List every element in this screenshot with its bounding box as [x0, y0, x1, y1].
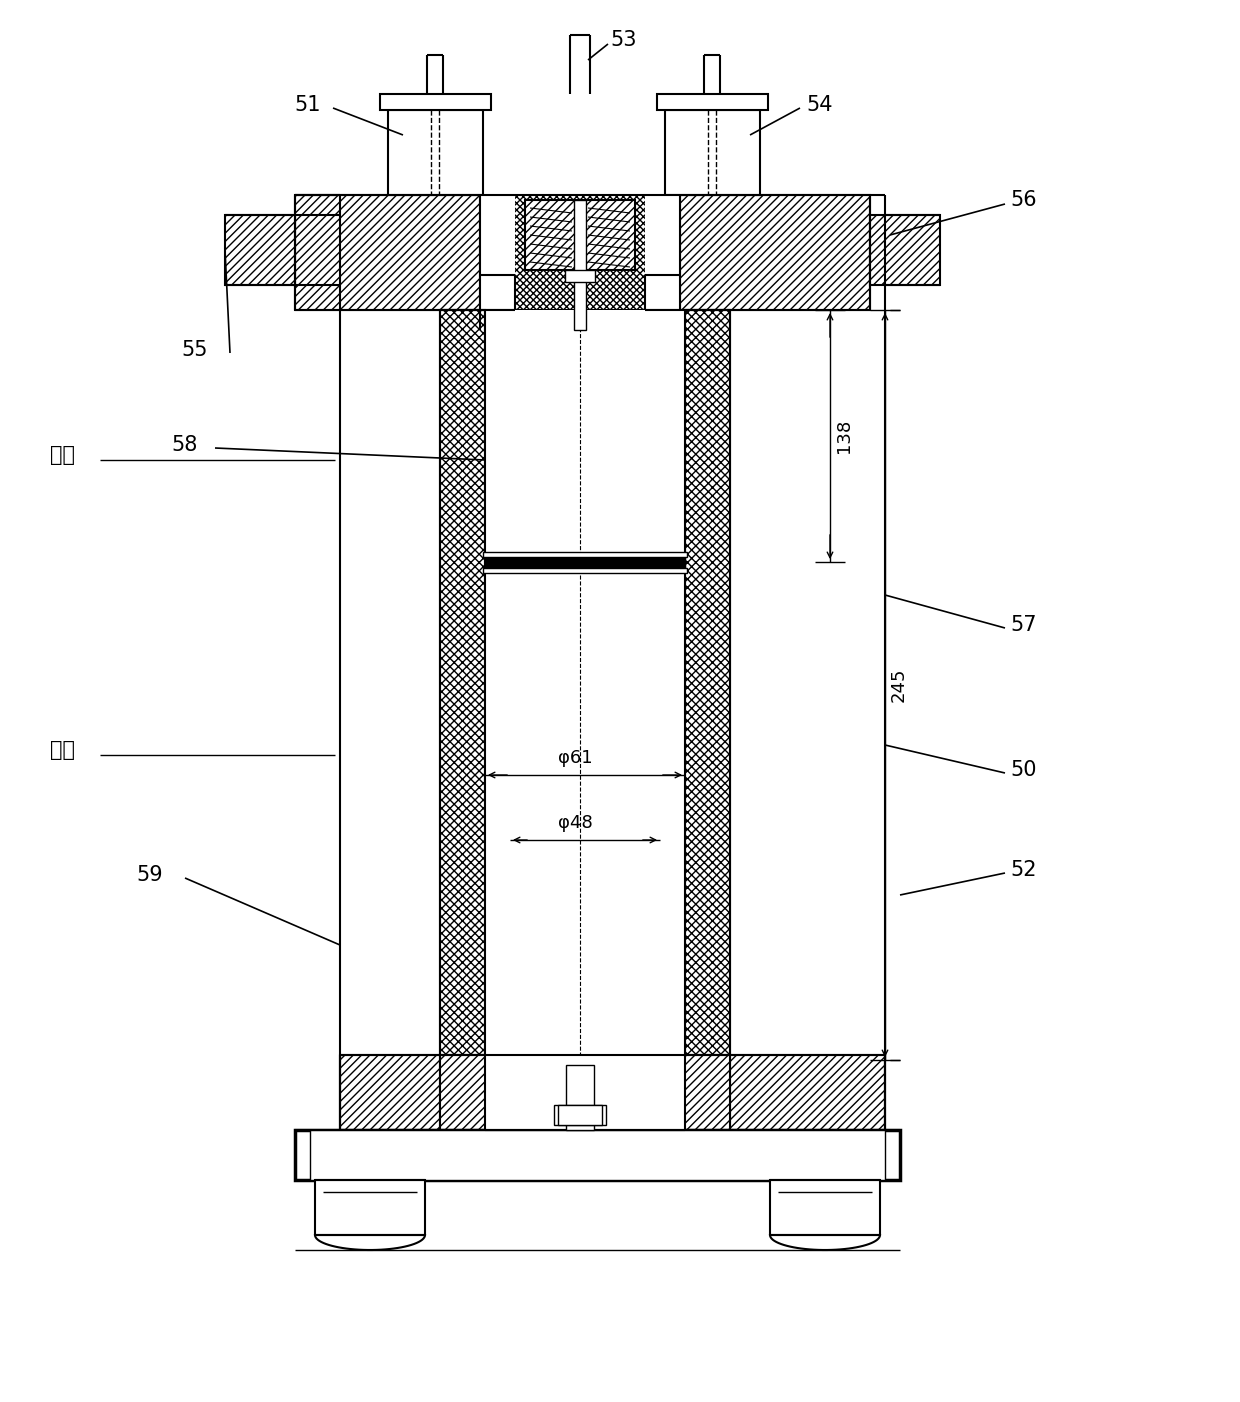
Bar: [515, 195, 645, 310]
Text: 56: 56: [1011, 191, 1037, 210]
Bar: [440, 1054, 730, 1130]
Bar: [340, 1054, 440, 1130]
Bar: [295, 195, 480, 310]
Bar: [665, 109, 760, 195]
Text: 245: 245: [890, 667, 908, 702]
Bar: [315, 1180, 425, 1235]
Bar: [515, 195, 645, 310]
Bar: [554, 1105, 606, 1124]
Text: 50: 50: [1011, 760, 1037, 780]
Bar: [485, 1054, 684, 1130]
Bar: [870, 215, 940, 285]
Text: 52: 52: [1011, 859, 1037, 880]
Bar: [484, 568, 687, 573]
Text: φ61: φ61: [558, 749, 593, 767]
Bar: [574, 200, 587, 329]
Bar: [684, 310, 730, 1054]
Text: 液室: 液室: [50, 740, 74, 760]
Bar: [565, 1066, 594, 1130]
Bar: [295, 1130, 900, 1180]
Text: 54: 54: [807, 95, 833, 115]
Text: 55: 55: [182, 341, 208, 360]
Bar: [558, 1105, 601, 1124]
Text: 57: 57: [1011, 615, 1037, 635]
Bar: [379, 94, 491, 109]
Bar: [440, 310, 485, 1054]
Bar: [770, 1180, 880, 1235]
Bar: [388, 109, 484, 195]
Text: 53: 53: [610, 29, 636, 50]
Bar: [730, 1054, 885, 1130]
Bar: [565, 271, 595, 282]
Bar: [224, 215, 295, 285]
Bar: [480, 195, 680, 360]
Text: 59: 59: [136, 865, 164, 885]
Bar: [485, 310, 684, 1054]
Text: φ48: φ48: [558, 815, 593, 831]
Text: 138: 138: [835, 419, 853, 453]
Text: 气室: 气室: [50, 444, 74, 465]
Bar: [310, 1130, 885, 1180]
Text: 58: 58: [172, 435, 198, 456]
Bar: [485, 555, 684, 571]
Bar: [484, 552, 687, 557]
Text: 51: 51: [295, 95, 321, 115]
Bar: [525, 200, 635, 271]
Bar: [657, 94, 768, 109]
Bar: [680, 195, 870, 310]
